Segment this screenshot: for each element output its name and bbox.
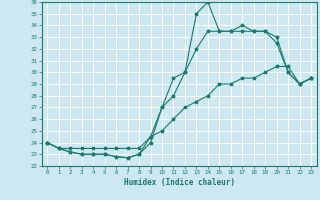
X-axis label: Humidex (Indice chaleur): Humidex (Indice chaleur) — [124, 178, 235, 187]
